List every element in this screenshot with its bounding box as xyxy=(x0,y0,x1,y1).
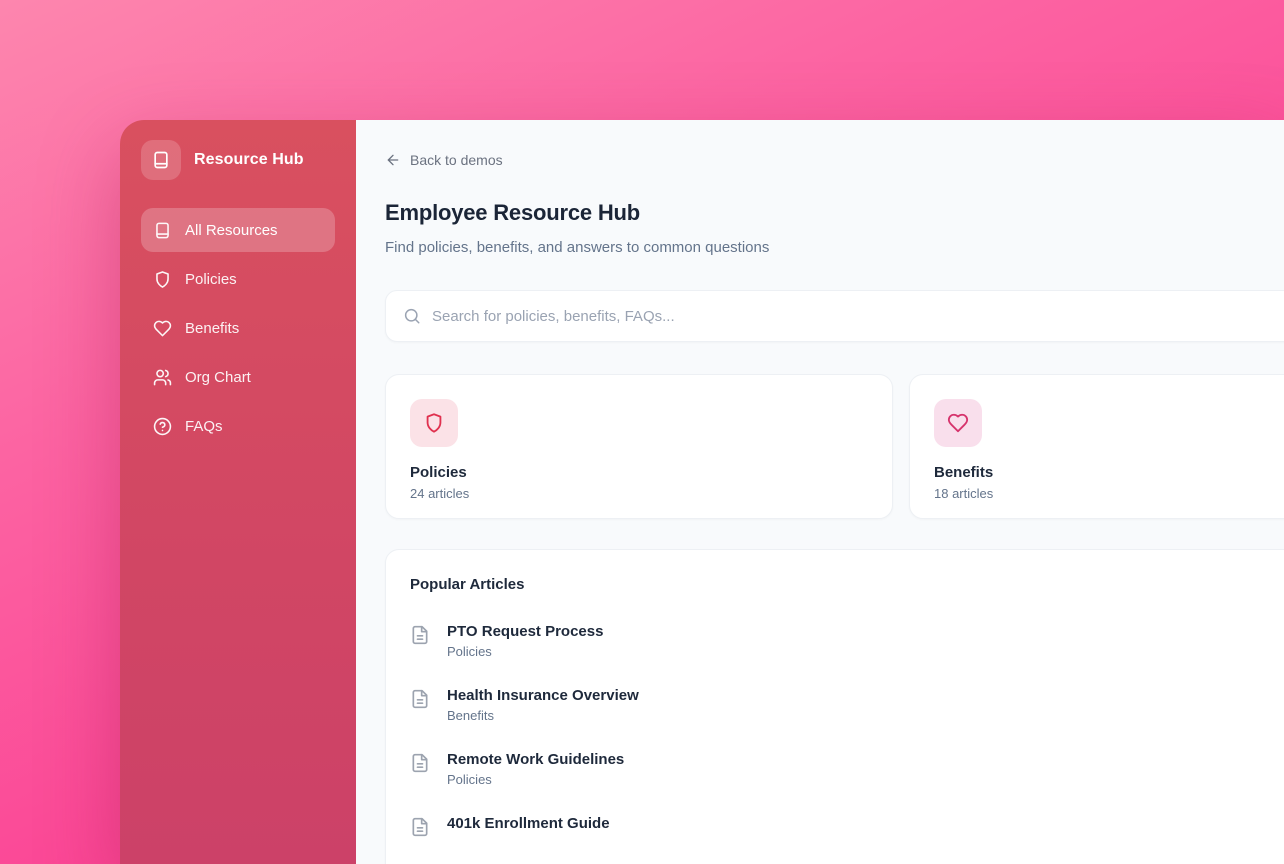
sidebar-item-label: FAQs xyxy=(185,417,223,435)
sidebar-item-org-chart[interactable]: Org Chart xyxy=(141,355,335,399)
book-icon xyxy=(153,221,172,240)
category-card-benefits[interactable]: Benefits 18 articles xyxy=(909,374,1284,519)
article-title: PTO Request Process xyxy=(447,623,604,640)
category-card-count: 24 articles xyxy=(410,486,470,501)
search-bar xyxy=(385,290,1284,342)
article-item[interactable]: Remote Work Guidelines Policies xyxy=(410,737,1284,801)
article-item[interactable]: Health Insurance Overview Benefits xyxy=(410,673,1284,737)
heart-icon xyxy=(934,399,982,447)
search-icon xyxy=(403,307,421,325)
shield-icon xyxy=(410,399,458,447)
article-title: 401k Enrollment Guide xyxy=(447,815,610,832)
sidebar-item-all-resources[interactable]: All Resources xyxy=(141,208,335,252)
back-link[interactable]: Back to demos xyxy=(385,152,503,168)
page-title: Employee Resource Hub xyxy=(385,200,640,225)
book-icon xyxy=(141,140,181,180)
page-subtitle: Find policies, benefits, and answers to … xyxy=(385,239,770,256)
sidebar-item-policies[interactable]: Policies xyxy=(141,257,335,301)
sidebar-nav: All Resources Policies Benefits xyxy=(141,208,335,448)
sidebar-item-faqs[interactable]: FAQs xyxy=(141,404,335,448)
users-icon xyxy=(153,368,172,387)
popular-articles-card: Popular Articles PTO Request Process Pol… xyxy=(385,549,1284,864)
help-circle-icon xyxy=(153,417,172,436)
article-item[interactable]: 401k Enrollment Guide xyxy=(410,801,1284,852)
article-category: Policies xyxy=(447,644,492,659)
sidebar-item-label: Policies xyxy=(185,270,237,288)
main-content: Back to demos Employee Resource Hub Find… xyxy=(356,120,1284,864)
back-link-label: Back to demos xyxy=(410,152,503,168)
category-card-title: Benefits xyxy=(934,464,994,481)
category-card-policies[interactable]: Policies 24 articles xyxy=(385,374,893,519)
heart-icon xyxy=(153,319,172,338)
file-text-icon xyxy=(410,624,430,646)
file-text-icon xyxy=(410,752,430,774)
sidebar: Resource Hub All Resources Policies xyxy=(120,120,356,864)
article-title: Health Insurance Overview xyxy=(447,687,639,704)
category-cards: Policies 24 articles Benefits 18 article… xyxy=(385,374,1284,519)
file-text-icon xyxy=(410,816,430,838)
search-input[interactable] xyxy=(432,307,1284,325)
arrow-left-icon xyxy=(385,152,401,168)
app-logo: Resource Hub xyxy=(141,140,335,180)
shield-icon xyxy=(153,270,172,289)
sidebar-item-benefits[interactable]: Benefits xyxy=(141,306,335,350)
app-window: Resource Hub All Resources Policies xyxy=(120,120,1284,864)
app-title: Resource Hub xyxy=(194,151,304,168)
article-category: Benefits xyxy=(447,708,494,723)
category-card-count: 18 articles xyxy=(934,486,994,501)
category-card-title: Policies xyxy=(410,464,467,481)
article-item[interactable]: PTO Request Process Policies xyxy=(410,609,1284,673)
article-title: Remote Work Guidelines xyxy=(447,751,625,768)
sidebar-item-label: All Resources xyxy=(185,221,278,239)
sidebar-item-label: Benefits xyxy=(185,319,240,337)
sidebar-item-label: Org Chart xyxy=(185,368,251,386)
article-list: PTO Request Process Policies Health Insu… xyxy=(410,609,1284,852)
file-text-icon xyxy=(410,688,430,710)
popular-articles-heading: Popular Articles xyxy=(410,576,525,593)
article-category: Policies xyxy=(447,772,492,787)
